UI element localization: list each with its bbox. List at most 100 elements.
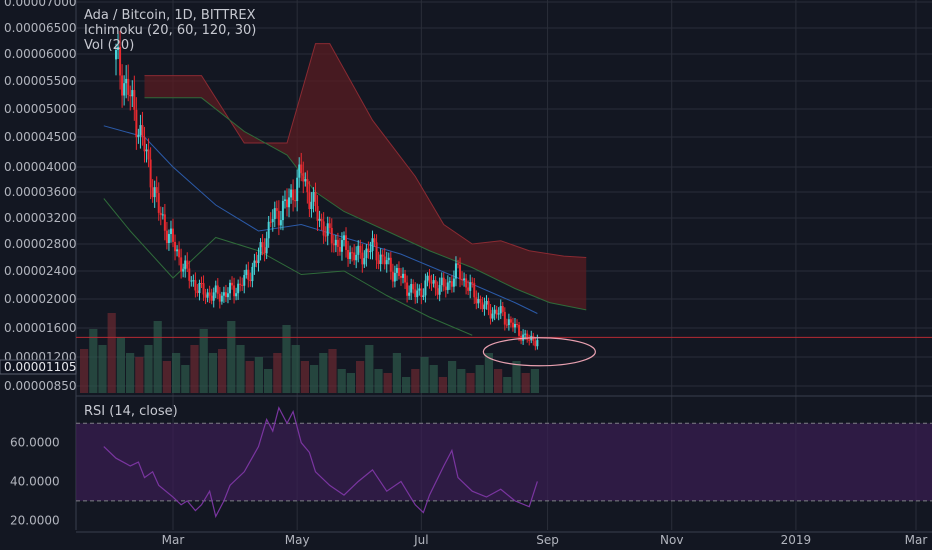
candle-body[interactable] [296, 177, 299, 202]
candle-body[interactable] [534, 340, 537, 347]
candle-body[interactable] [155, 187, 158, 194]
candle-body[interactable] [273, 208, 276, 220]
candle-body[interactable] [391, 271, 394, 282]
candle-body[interactable] [131, 90, 134, 97]
candle-body[interactable] [499, 306, 502, 314]
candle-body[interactable] [180, 257, 183, 272]
candle-body[interactable] [212, 292, 215, 301]
candle-body[interactable] [469, 282, 472, 291]
candle-body[interactable] [479, 298, 482, 303]
candle-body[interactable] [292, 189, 295, 201]
candle-body[interactable] [377, 260, 380, 265]
candle-body[interactable] [475, 297, 478, 304]
candle-body[interactable] [383, 256, 386, 265]
candle-body[interactable] [226, 293, 229, 298]
candle-body[interactable] [422, 295, 425, 297]
candle-body[interactable] [247, 269, 250, 280]
price-candles[interactable] [115, 30, 539, 351]
candle-body[interactable] [379, 254, 382, 265]
candle-body[interactable] [151, 187, 154, 198]
candle-body[interactable] [228, 282, 231, 294]
candle-body[interactable] [172, 228, 174, 242]
candle-body[interactable] [159, 212, 162, 215]
candle-body[interactable] [285, 199, 288, 208]
candle-body[interactable] [290, 189, 293, 198]
candle-body[interactable] [399, 275, 402, 278]
candle-body[interactable] [467, 287, 470, 291]
candle-body[interactable] [324, 235, 327, 237]
candle-body[interactable] [340, 240, 343, 252]
candle-body[interactable] [308, 192, 311, 210]
candle-body[interactable] [200, 283, 203, 285]
candle-body[interactable] [198, 283, 201, 294]
candle-body[interactable] [137, 135, 140, 138]
candle-body[interactable] [259, 242, 262, 255]
candle-body[interactable] [184, 260, 187, 270]
candle-body[interactable] [147, 149, 150, 160]
candle-body[interactable] [373, 238, 376, 243]
candle-body[interactable] [516, 324, 519, 326]
candle-body[interactable] [220, 295, 223, 302]
candle-body[interactable] [501, 306, 504, 312]
candle-body[interactable] [182, 269, 185, 272]
candle-body[interactable] [300, 164, 303, 173]
candle-body[interactable] [216, 285, 219, 294]
candle-body[interactable] [267, 221, 270, 239]
candle-body[interactable] [345, 235, 348, 250]
candle-body[interactable] [402, 273, 405, 278]
candle-body[interactable] [224, 292, 227, 298]
candle-body[interactable] [298, 164, 301, 178]
candle-body[interactable] [149, 159, 152, 188]
candle-body[interactable] [420, 288, 423, 297]
candle-body[interactable] [493, 309, 496, 314]
candle-body[interactable] [145, 149, 148, 152]
candle-body[interactable] [473, 283, 476, 298]
candle-body[interactable] [157, 193, 160, 213]
candle-body[interactable] [310, 201, 313, 210]
candle-body[interactable] [265, 238, 268, 254]
candle-body[interactable] [505, 324, 508, 326]
candle-body[interactable] [357, 245, 360, 255]
candle-body[interactable] [371, 238, 374, 251]
candle-body[interactable] [328, 223, 331, 228]
candle-body[interactable] [497, 313, 500, 315]
candle-body[interactable] [123, 83, 126, 96]
candle-body[interactable] [163, 214, 166, 231]
candle-body[interactable] [275, 208, 278, 211]
candle-body[interactable] [165, 230, 168, 244]
candle-body[interactable] [416, 290, 419, 298]
candle-body[interactable] [365, 248, 368, 259]
rsi-panel[interactable]: 60.0000 40.0000 20.0000 [10, 406, 932, 528]
candle-body[interactable] [153, 187, 156, 198]
candle-body[interactable] [524, 333, 527, 335]
candle-body[interactable] [239, 283, 242, 286]
candle-body[interactable] [485, 300, 488, 305]
candle-body[interactable] [192, 280, 195, 282]
candle-body[interactable] [442, 277, 445, 287]
candle-body[interactable] [406, 282, 409, 296]
candle-body[interactable] [257, 254, 260, 264]
candle-body[interactable] [509, 319, 512, 323]
candle-body[interactable] [434, 280, 437, 289]
candle-body[interactable] [336, 239, 339, 247]
candle-body[interactable] [461, 279, 464, 281]
candle-body[interactable] [208, 292, 211, 296]
candle-body[interactable] [446, 282, 449, 291]
candle-body[interactable] [279, 220, 282, 226]
candle-body[interactable] [463, 278, 466, 281]
candle-body[interactable] [271, 219, 274, 223]
candle-body[interactable] [135, 109, 138, 138]
candle-body[interactable] [125, 78, 128, 84]
candle-body[interactable] [115, 49, 118, 60]
candle-body[interactable] [143, 137, 146, 152]
candle-body[interactable] [369, 250, 372, 253]
candle-body[interactable] [190, 280, 193, 282]
candle-body[interactable] [251, 266, 254, 282]
candle-body[interactable] [528, 339, 531, 341]
candle-body[interactable] [489, 309, 492, 319]
candle-body[interactable] [410, 284, 413, 293]
candle-body[interactable] [381, 254, 384, 257]
candle-body[interactable] [263, 247, 266, 254]
candle-body[interactable] [281, 200, 284, 221]
